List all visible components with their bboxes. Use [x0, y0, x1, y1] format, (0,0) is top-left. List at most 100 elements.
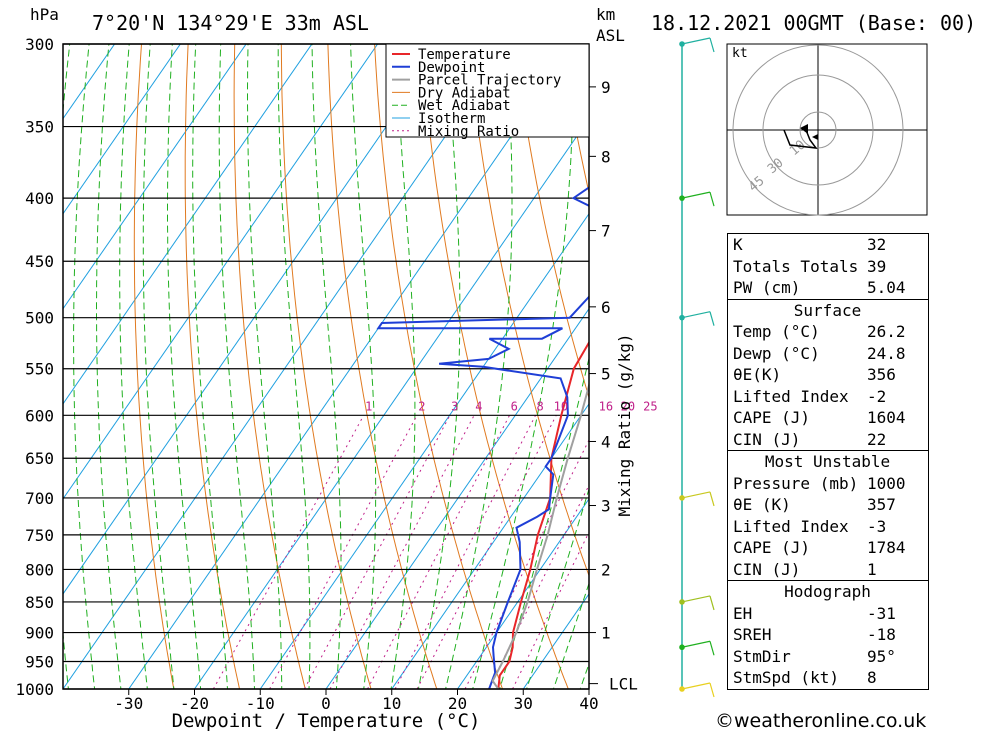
- plot-frame: [62, 43, 590, 690]
- km-tick-label: 1: [601, 624, 611, 643]
- wind-barb-shaft: [681, 640, 711, 648]
- x-tick-label: -30: [114, 694, 143, 713]
- mixing-ratio-label: 6: [511, 399, 518, 413]
- wind-barb-shaft: [681, 491, 711, 499]
- mixing-ratio-line: [329, 415, 475, 689]
- asl-label: ASL: [596, 26, 625, 45]
- mixing-ratio-label: 4: [475, 399, 482, 413]
- wind-barb-shaft: [681, 191, 711, 199]
- hodograph-params-section: Hodograph EH -31 SREH -18 StmDir 95° StmSpd…: [728, 581, 928, 690]
- mixing-ratio-label: 20: [621, 399, 635, 413]
- wet-adiabat-line: [417, 44, 461, 689]
- mu-row: Pressure (mb) 1000: [733, 473, 906, 493]
- legend-label: Mixing Ratio: [418, 124, 519, 140]
- surface-row: Lifted Index -2: [733, 386, 887, 406]
- isotherm-line: [325, 307, 589, 689]
- legend-label: Isotherm: [418, 111, 485, 127]
- pressure-tick-label: 700: [25, 489, 54, 508]
- surface-section: Surface Temp (°C) 26.2 Dewp (°C) 24.8 θE(K…: [728, 300, 928, 451]
- wet-adiabat-line: [247, 44, 283, 689]
- index-row-k: K 32: [733, 235, 887, 254]
- hodo-row: EH -31: [733, 603, 896, 623]
- wind-barb-flag: [709, 641, 715, 656]
- legend-label: Dry Adiabat: [418, 85, 511, 101]
- legend-box: [385, 43, 590, 138]
- hodograph-trace: [783, 129, 818, 149]
- km-tick-label: 2: [601, 560, 611, 579]
- mixing-ratio-label: 16: [599, 399, 613, 413]
- pressure-tick-label: 300: [25, 35, 54, 54]
- x-tick-label: 30: [514, 694, 533, 713]
- hpa-label: hPa: [30, 5, 59, 24]
- mu-row: CIN (J) 1: [733, 559, 877, 579]
- hodograph-ring: [732, 44, 904, 216]
- wet-adiabat-line: [96, 44, 122, 689]
- legend-label: Wet Adiabat: [418, 98, 511, 114]
- dry-adiabat-line: [280, 44, 372, 689]
- most-unstable-section: Most Unstable Pressure (mb) 1000 θE (K) 35…: [728, 451, 928, 581]
- surface-row: θE(K) 356: [733, 365, 896, 384]
- wet-adiabat-line: [192, 44, 229, 689]
- pressure-tick-label: 400: [25, 189, 54, 208]
- hodograph-ring: [799, 111, 837, 149]
- surface-row: Dewp (°C) 24.8: [733, 343, 906, 363]
- mixing-ratio-labels: 1 2 3 4 6 8 10 16 20 25: [365, 399, 658, 413]
- wet-adiabat-line: [445, 44, 513, 689]
- x-tick-label: -20: [180, 694, 209, 713]
- km-tick-label: 7: [601, 222, 611, 241]
- wind-barb-flag: [709, 595, 715, 611]
- parcel-series: [491, 381, 589, 689]
- legend-label: Temperature: [418, 47, 511, 63]
- pressure-tick-label: 600: [25, 406, 54, 425]
- wet-adiabat-line: [142, 44, 175, 689]
- x-tick-label: 10: [382, 694, 401, 713]
- dry-adiabat-line: [184, 44, 241, 689]
- x-axis-label: Dewpoint / Temperature (°C): [172, 710, 481, 732]
- index-row-tt: Totals Totals 39: [733, 256, 887, 276]
- profile-lines: [376, 153, 589, 689]
- general-section: K 32 Totals Totals 39 PW (cm) 5.04: [728, 234, 928, 300]
- mixing-ratio-label: 8: [537, 399, 544, 413]
- mu-row: CAPE (J) 1784: [733, 538, 906, 557]
- km-tick-label: 6: [601, 298, 611, 317]
- wet-adiabat-line: [472, 44, 574, 689]
- wind-barb-shaft: [681, 311, 711, 319]
- mixing-ratio-line: [212, 415, 365, 689]
- hodograph-unit-label: kt: [732, 46, 748, 61]
- isotherm-line: [391, 402, 589, 689]
- pressure-tick-label: 650: [25, 449, 54, 468]
- mixing-ratio-line: [269, 415, 418, 689]
- dry-adiabat-line: [420, 44, 569, 689]
- hodo-row: StmDir 95°: [733, 646, 896, 666]
- pressure-tick-label: 1000: [15, 680, 54, 699]
- wind-barb-flag: [709, 191, 715, 207]
- most-unstable-title: Most Unstable: [764, 452, 891, 471]
- pressure-tick-label: 450: [25, 252, 54, 271]
- x-tick-label: 20: [448, 694, 467, 713]
- wet-adiabat-line: [277, 44, 311, 689]
- km-tick-label: 4: [601, 432, 611, 451]
- wind-barb-flag: [709, 491, 715, 507]
- datetime-title: 18.12.2021 00GMT (Base: 00): [651, 11, 976, 35]
- pressure-tick-label: 950: [25, 653, 54, 672]
- isotherm-line: [456, 498, 589, 689]
- mixing-ratio-label: 1: [365, 399, 372, 413]
- hodograph-params-title: Hodograph: [784, 582, 871, 601]
- dry-adiabat-line: [953, 0, 1000, 715]
- dry-adiabat-line: [233, 44, 306, 689]
- credit-link[interactable]: ©weatheronline.co.uk: [715, 710, 927, 732]
- dewpoint-series: [376, 153, 589, 689]
- mu-row: Lifted Index -3: [733, 516, 887, 536]
- legend-label: Dewpoint: [418, 60, 485, 76]
- surface-row: CIN (J) 22: [733, 429, 887, 449]
- wind-barb-flag: [709, 37, 715, 53]
- isotherm-line: [63, 44, 116, 120]
- wind-barb-shaft: [681, 595, 711, 603]
- pressure-tick-label: 550: [25, 360, 54, 379]
- hodograph-ring: [762, 74, 874, 186]
- pressure-tick-label: 350: [25, 118, 54, 137]
- mixing-ratio-axis-label: Mixing Ratio (g/kg): [615, 333, 634, 516]
